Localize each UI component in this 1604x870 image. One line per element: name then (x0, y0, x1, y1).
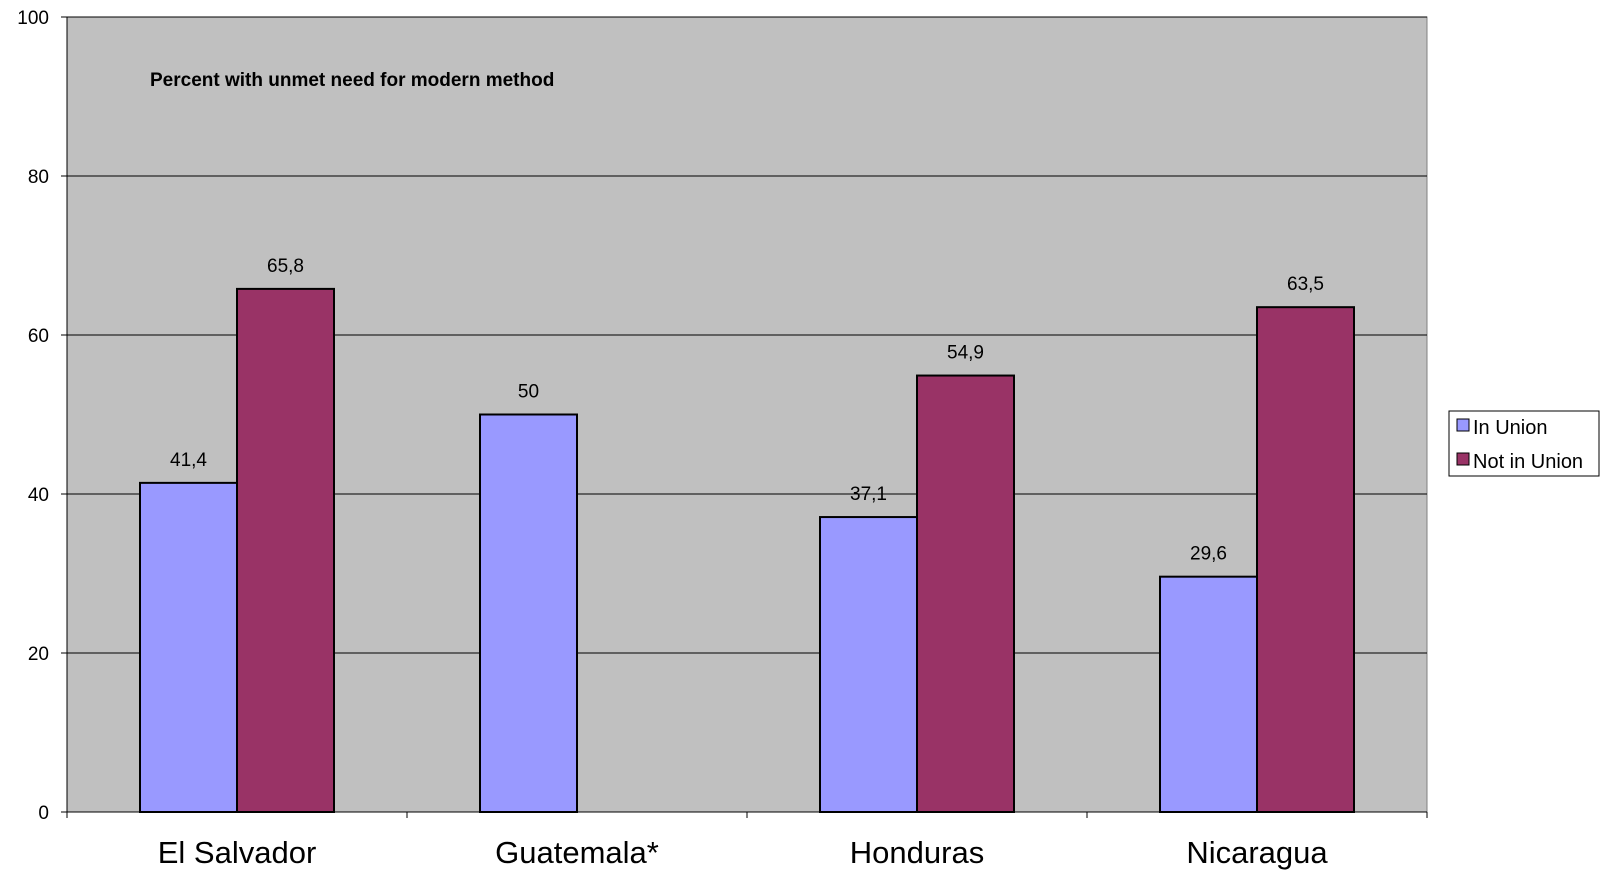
legend-box (1448, 410, 1600, 477)
category-labels: El Salvador Guatemala* Honduras Nicaragua (158, 835, 1329, 870)
bars (139, 287, 1355, 813)
legend-swatch-in-union (1456, 418, 1470, 432)
bar-in-union-guatemala- (479, 413, 578, 813)
legend-label-not-in-union: Not in Union (1473, 451, 1583, 473)
bar-in-union-el-salvador (139, 481, 238, 813)
legend-swatch-not-in-union (1456, 452, 1470, 466)
legend-label-in-union: In Union (1473, 417, 1548, 439)
data-label: 65,8 (267, 256, 304, 277)
data-label: 41,4 (170, 450, 207, 471)
data-label: 50 (518, 382, 539, 403)
y-tick-label-60: 60 (28, 326, 49, 347)
bar-not-in-union-el-salvador (236, 287, 335, 813)
bar-not-in-union-nicaragua (1256, 306, 1355, 813)
axes (61, 16, 1428, 818)
category-label: El Salvador (158, 835, 317, 870)
y-tick-label-20: 20 (28, 644, 49, 665)
category-label: Nicaragua (1186, 835, 1328, 870)
bar-in-union-nicaragua (1159, 575, 1258, 813)
data-label: 63,5 (1287, 274, 1324, 295)
bar-not-in-union-honduras (916, 374, 1015, 813)
category-label: Guatemala* (495, 835, 659, 870)
legend: In Union Not in Union (1448, 410, 1600, 477)
y-tick-labels: 0 20 40 60 80 100 (17, 8, 49, 824)
y-tick-label-40: 40 (28, 485, 49, 506)
bar-in-union-honduras (819, 516, 918, 813)
y-tick-label-80: 80 (28, 167, 49, 188)
data-labels: 41,4 65,8 50 37,1 54,9 29,6 63,5 (170, 256, 1324, 565)
chart-title: Percent with unmet need for modern metho… (150, 70, 554, 91)
data-label: 54,9 (947, 343, 984, 364)
y-tick-label-100: 100 (17, 8, 49, 29)
data-label: 37,1 (850, 484, 887, 505)
data-label: 29,6 (1190, 544, 1227, 565)
category-label: Honduras (850, 835, 984, 870)
y-tick-label-0: 0 (38, 803, 49, 824)
